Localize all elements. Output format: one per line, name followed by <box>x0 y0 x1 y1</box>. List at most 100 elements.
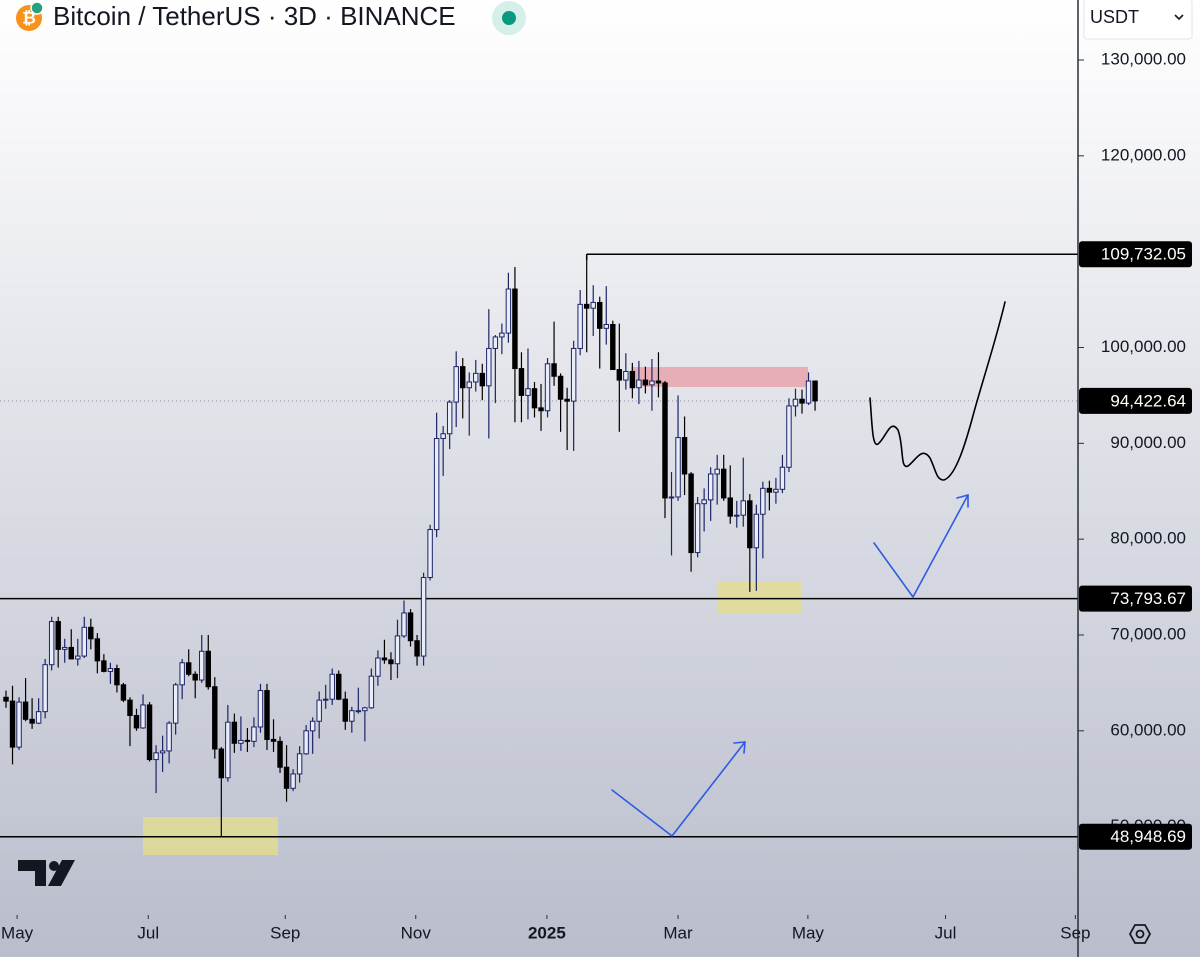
tradingview-logo <box>18 860 75 886</box>
candle-body-up <box>779 466 786 490</box>
currency-selector[interactable]: USDT <box>1083 0 1193 40</box>
candle-body-down <box>557 375 564 400</box>
header: ₿ Bitcoin / TetherUS · 3D · BINANCE <box>16 1 526 35</box>
candle-body-down <box>3 696 9 702</box>
x-tick-label: Sep <box>270 923 300 942</box>
candle-body-down <box>244 739 251 742</box>
candle-body-down <box>720 468 727 499</box>
candle-body-up <box>303 730 309 755</box>
candle-body-up <box>525 388 531 396</box>
axes: 130,000.00 120,000.00 100,000.00 90,000.00 8… <box>1 49 1186 942</box>
candle-body-down <box>88 626 94 640</box>
candle-body-up <box>734 514 740 517</box>
candle-body-up <box>251 726 257 742</box>
candle-body-down <box>55 621 61 650</box>
candle-body-up <box>62 646 68 650</box>
candle-body-up <box>707 473 714 501</box>
candle-body-down <box>681 437 688 475</box>
candle-body-up <box>805 380 812 404</box>
candle-body-up <box>499 332 505 338</box>
candle-body-up <box>81 626 88 657</box>
level-label-box <box>1079 241 1192 268</box>
candle-body-down <box>342 698 349 722</box>
candle-body-up <box>603 323 609 329</box>
candle-body-down <box>531 388 538 409</box>
candle-body-down <box>9 700 16 748</box>
candle-body-up <box>172 684 179 724</box>
level-label: 94,422.64 <box>1110 391 1186 410</box>
candle-body-up <box>225 721 231 779</box>
candle-body-up <box>492 336 499 349</box>
settings-icon-center[interactable] <box>1135 929 1145 939</box>
y-tick-label: 90,000.00 <box>1110 433 1186 452</box>
y-tick-label: 80,000.00 <box>1110 529 1186 548</box>
candle-body-up <box>368 675 375 709</box>
candle-body-down <box>655 380 662 384</box>
y-tick-label: 70,000.00 <box>1110 624 1186 643</box>
candle-body-up <box>35 711 42 724</box>
candle-body-up <box>570 347 577 402</box>
settings-button[interactable] <box>1128 924 1152 944</box>
candle-body-up <box>623 370 629 381</box>
arrow-head <box>733 741 746 754</box>
logo-part <box>49 861 59 871</box>
candle-body-down <box>414 640 420 657</box>
market-status-dot[interactable] <box>502 11 516 25</box>
x-tick-label: Sep <box>1060 923 1090 942</box>
candle-body-down <box>518 368 525 396</box>
candle-body-up <box>166 722 172 752</box>
candle-body-down <box>94 638 101 662</box>
candle-body-up <box>636 379 642 389</box>
candle-body-down <box>29 718 35 724</box>
level-label: 109,732.05 <box>1101 245 1186 264</box>
candle-body-down <box>538 407 544 412</box>
candle-body-up <box>544 363 551 412</box>
candle-body-up <box>153 752 159 761</box>
candle-body-up <box>257 690 264 728</box>
candle-body-down <box>388 659 394 665</box>
candle-body-up <box>486 347 492 387</box>
candle-body-up <box>238 739 244 744</box>
candle-body-down <box>564 398 570 402</box>
candle-body-up <box>590 301 596 309</box>
candle-body-down <box>270 738 277 742</box>
candle-body-down <box>799 398 805 404</box>
candle-body-up <box>433 438 440 531</box>
settings-icon[interactable] <box>1128 924 1152 944</box>
currency-label[interactable]: USDT <box>1090 7 1139 27</box>
candle-body-down <box>120 684 127 701</box>
candle-body-up <box>753 513 760 549</box>
candle-body-up <box>786 405 792 468</box>
x-tick-label: Mar <box>663 923 693 942</box>
candle-body-down <box>114 668 120 686</box>
candle-body-down <box>212 686 218 750</box>
candle-body-up <box>290 773 296 789</box>
candle-body-up <box>577 303 583 349</box>
candle-body-down <box>551 363 557 377</box>
candle-body-down <box>231 721 238 744</box>
candle-body-down <box>264 690 270 740</box>
candle-body-down <box>146 704 153 761</box>
arrow-drawing <box>873 494 969 598</box>
candle-body-up <box>316 699 322 722</box>
candle-body-up <box>355 710 362 713</box>
candle-body-up <box>394 635 401 665</box>
candle-body-down <box>662 382 668 499</box>
y-tick-label: 60,000.00 <box>1110 720 1186 739</box>
candle-body-up <box>466 381 472 389</box>
currency-box[interactable] <box>1083 0 1193 40</box>
candle-body-down <box>460 366 466 389</box>
candle-body-up <box>309 720 316 732</box>
dropdown-caret[interactable] <box>1174 14 1184 21</box>
candle-body-up <box>401 612 407 637</box>
candle-body-down <box>277 740 283 768</box>
candle-body-down <box>727 497 733 517</box>
candle-body-up <box>48 621 55 666</box>
candle-body-down <box>629 370 636 389</box>
chart-title: Bitcoin / TetherUS · 3D · BINANCE <box>53 1 456 31</box>
candle-body-down <box>205 650 211 688</box>
candle-body-down <box>812 380 818 402</box>
candle-body-down <box>747 500 753 549</box>
x-tick-label: May <box>1 923 34 942</box>
